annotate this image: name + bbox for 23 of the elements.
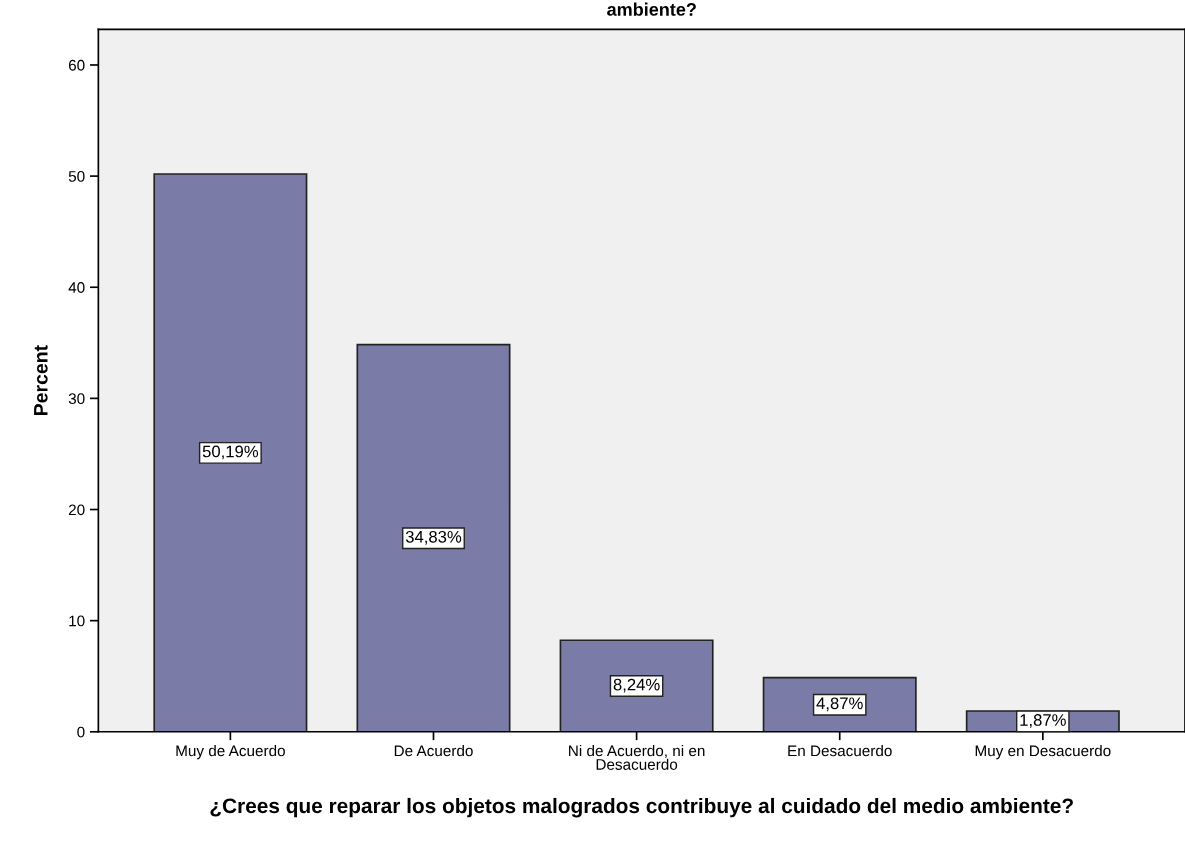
x-axis-title: ¿Crees que reparar los objetos malogrados contribuye al cuidado del medio ambiente?: [210, 797, 1073, 818]
bar: [153, 173, 308, 732]
y-tick-label: 50: [68, 170, 85, 182]
y-tick-label: 40: [68, 282, 85, 293]
y-tick-label: 20: [68, 504, 85, 516]
y-tick-label: 10: [69, 615, 85, 627]
y-tick-label: 0: [77, 726, 85, 738]
data-label: 4,87%: [816, 697, 863, 712]
x-tick-label: En Desacuerdo: [788, 744, 892, 757]
data-label: 50,19%: [202, 445, 259, 460]
chart-title: ambiente?: [607, 2, 696, 16]
x-tick-label: De Acuerdo: [394, 744, 473, 757]
data-label: 34,83%: [405, 530, 462, 545]
y-tick-label: 60: [68, 59, 85, 71]
data-label: 8,24%: [613, 678, 660, 693]
y-axis-title: Percent: [34, 345, 48, 415]
x-tick-label: Muy en Desacuerdo: [975, 744, 1111, 760]
bar: [559, 639, 714, 732]
y-tick-label: 30: [68, 393, 85, 405]
x-tick-label: Ni de Acuerdo, ni en Desacuerdo: [569, 744, 705, 770]
x-tick-label: Muy de Acuerdo: [176, 744, 285, 760]
data-label: 1,87%: [1020, 714, 1066, 728]
bar: [356, 343, 511, 732]
